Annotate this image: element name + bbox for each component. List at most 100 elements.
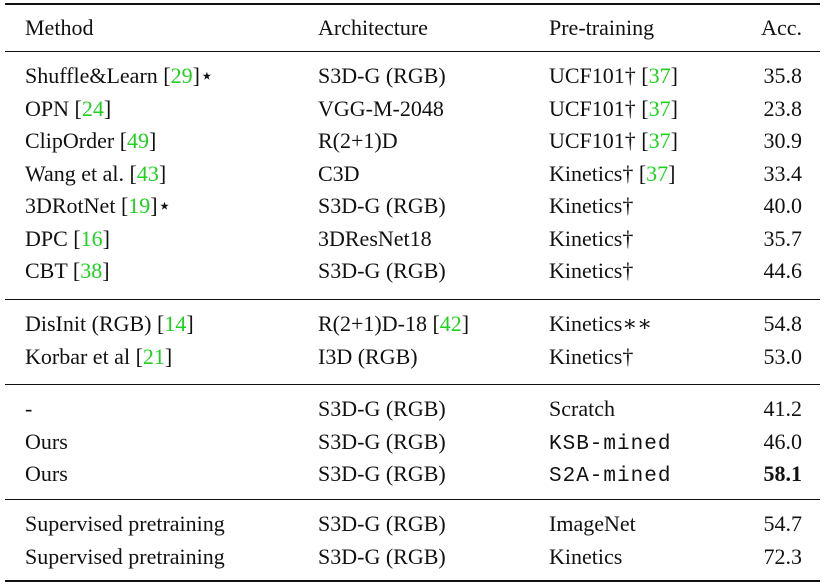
architecture-cell: S3D-G (RGB) (318, 60, 446, 91)
header-pretraining: Pre-training (549, 15, 655, 40)
accuracy-cell: 41.2 (763, 396, 803, 421)
pretraining-name: KSB-mined (549, 432, 672, 456)
group-rule-2 (5, 384, 820, 385)
method-cell: DisInit (RGB) [14] (25, 311, 194, 336)
pretraining-name: Kinetics† (549, 343, 634, 369)
pretraining-name: S2A-mined (549, 465, 672, 488)
accuracy-cell: 46.0 (763, 428, 803, 454)
pretraining-cell: Kinetics† [37] (549, 160, 676, 186)
method-name: Supervised pretraining (25, 511, 225, 536)
method-marker: ⋆ (157, 193, 172, 218)
accuracy-cell: 35.7 (763, 225, 803, 251)
method-cell: Shuffle&Learn [29]⋆ (25, 63, 214, 88)
table-row: Ours S3D-G (RGB) S2A-mined 58.1 (0, 458, 828, 489)
method-name: DisInit (RGB) (25, 311, 152, 336)
method-name: Ours (25, 428, 68, 454)
table-row: Supervised pretraining S3D-G (RGB) Kinetic… (0, 541, 828, 572)
method-name: 3DRotNet (25, 193, 116, 218)
architecture-cell: VGG-M-2048 (318, 93, 444, 124)
pretraining-name: Scratch (549, 396, 615, 421)
architecture-name: I3D (RGB) (318, 343, 418, 369)
method-citation: 43 (136, 160, 159, 186)
table-row: DisInit (RGB) [14] R(2+1)D-18 [42] Kinetic… (0, 308, 828, 339)
method-citation: 49 (127, 128, 150, 153)
pretraining-cell: Kinetics∗∗ (549, 308, 652, 339)
pretraining-cell: UCF101† [37] (549, 95, 678, 121)
pretraining-name: Kinetics† (549, 258, 634, 283)
header-row: Method Architecture Pre-training Acc. (0, 12, 828, 43)
architecture-cell: R(2+1)D-18 [42] (318, 311, 470, 336)
architecture-cell: S3D-G (RGB) (318, 255, 446, 286)
method-citation: 21 (142, 343, 165, 369)
header-accuracy: Acc. (761, 15, 802, 40)
architecture-name: S3D-G (RGB) (318, 461, 446, 486)
architecture-name: R(2+1)D (318, 128, 398, 153)
method-name: Supervised pretraining (25, 543, 225, 569)
group-rule-3 (5, 499, 820, 500)
pretraining-cell: Scratch (549, 393, 615, 424)
method-cell: 3DRotNet [19]⋆ (25, 193, 172, 218)
architecture-cell: S3D-G (RGB) (318, 393, 446, 424)
accuracy-cell: 72.3 (763, 543, 803, 569)
architecture-name: S3D-G (RGB) (318, 543, 446, 569)
architecture-name: S3D-G (RGB) (318, 193, 446, 218)
method-name: Korbar et al (25, 343, 131, 369)
method-marker: ⋆ (199, 63, 214, 88)
pretraining-cell: Kinetics† (549, 190, 633, 221)
pretraining-cell: UCF101† [37] (549, 128, 678, 153)
method-name: ClipOrder (25, 128, 115, 153)
method-citation: 16 (80, 225, 103, 251)
method-name: Ours (25, 461, 68, 486)
pretraining-name: ImageNet (549, 511, 636, 536)
architecture-cell: S3D-G (RGB) (318, 426, 446, 457)
table-row: ClipOrder [49] R(2+1)D UCF101† [37] 30.9 (0, 125, 828, 156)
accuracy-cell: 33.4 (763, 160, 803, 186)
top-rule (5, 3, 820, 5)
pretraining-cell: Kinetics† (549, 223, 633, 254)
architecture-name: R(2+1)D-18 (318, 311, 427, 336)
architecture-cell: C3D (318, 158, 360, 189)
architecture-cell: 3DResNet18 (318, 223, 432, 254)
method-cell: CBT [38] (25, 258, 110, 283)
pretraining-cell: KSB-mined (549, 426, 671, 460)
architecture-cell: S3D-G (RGB) (318, 190, 446, 221)
method-cell: Wang et al. [43] (25, 160, 167, 186)
accuracy-cell: 54.7 (763, 511, 803, 536)
table-row: CBT [38] S3D-G (RGB) Kinetics† 44.6 (0, 255, 828, 286)
group-rule-1 (5, 299, 820, 300)
architecture-cell: R(2+1)D (318, 125, 398, 156)
pretraining-cell: UCF101† [37] (549, 63, 678, 88)
architecture-name: C3D (318, 160, 360, 186)
architecture-name: S3D-G (RGB) (318, 396, 446, 421)
header-architecture: Architecture (318, 15, 428, 40)
accuracy-cell: 44.6 (763, 258, 803, 283)
method-cell: OPN [24] (25, 95, 112, 121)
architecture-name: S3D-G (RGB) (318, 63, 446, 88)
accuracy-cell: 30.9 (763, 128, 803, 153)
bottom-rule (5, 580, 820, 582)
pretraining-cell: Kinetics† (549, 255, 633, 286)
method-cell: Supervised pretraining (25, 541, 225, 572)
architecture-cell: S3D-G (RGB) (318, 541, 446, 572)
pretraining-name: UCF101† (549, 95, 636, 121)
table-row: Wang et al. [43] C3D Kinetics† [37] 33.4 (0, 158, 828, 189)
method-cell: Korbar et al [21] (25, 343, 173, 369)
table-row: Shuffle&Learn [29]⋆ S3D-G (RGB) UCF101† [3… (0, 60, 828, 91)
table-row: DPC [16] 3DResNet18 Kinetics† 35.7 (0, 223, 828, 254)
pretraining-name: Kinetics† (549, 160, 634, 186)
accuracy-cell: 35.8 (763, 63, 803, 88)
architecture-citation: 42 (439, 311, 462, 336)
method-cell: Supervised pretraining (25, 508, 225, 539)
pretraining-citation: 37 (648, 95, 671, 121)
pretraining-name: Kinetics∗∗ (549, 311, 653, 336)
accuracy-cell: 40.0 (763, 193, 803, 218)
table-row: Supervised pretraining S3D-G (RGB) ImageNe… (0, 508, 828, 539)
architecture-name: 3DResNet18 (318, 225, 432, 251)
pretraining-citation: 37 (648, 63, 671, 88)
pretraining-name: Kinetics† (549, 193, 634, 218)
pretraining-cell: ImageNet (549, 508, 636, 539)
method-cell: ClipOrder [49] (25, 128, 157, 153)
accuracy-cell: 58.1 (763, 461, 803, 486)
pretraining-name: UCF101† (549, 63, 636, 88)
